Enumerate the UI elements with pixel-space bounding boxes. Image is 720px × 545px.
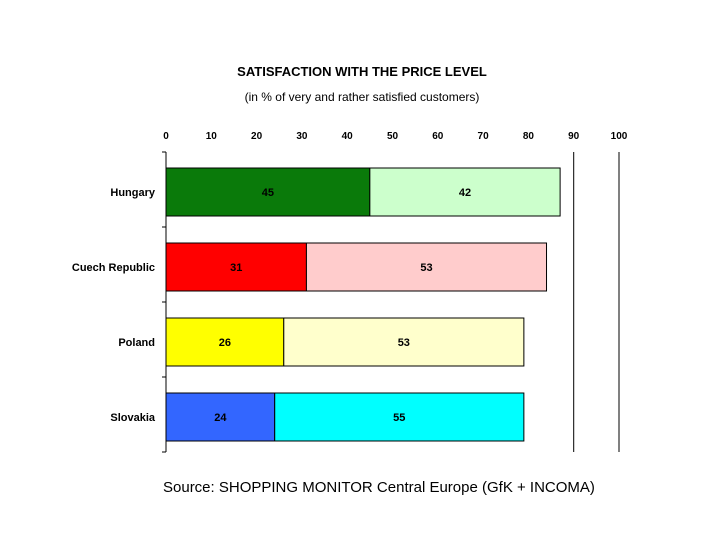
source-note: Source: SHOPPING MONITOR Central Europe … xyxy=(163,479,595,496)
data-label-slovakia-segment-2: 55 xyxy=(393,412,405,424)
bar-cuech-republic-segment-2 xyxy=(305,242,548,292)
category-label-cuech-republic: Cuech Republic xyxy=(72,262,155,274)
category-label-poland: Poland xyxy=(118,337,155,349)
data-label-cuech-republic-segment-1: 31 xyxy=(230,262,242,274)
bar-hungary-segment-2 xyxy=(369,167,561,217)
x-tick-label-30: 30 xyxy=(296,131,308,142)
x-tick-label-60: 60 xyxy=(432,131,444,142)
x-tick-label-50: 50 xyxy=(387,131,399,142)
category-label-slovakia: Slovakia xyxy=(110,412,156,424)
x-tick-label-10: 10 xyxy=(206,131,218,142)
bar-slovakia-segment-1 xyxy=(165,392,276,442)
bar-poland-segment-2 xyxy=(283,317,525,367)
chart-subtitle: (in % of very and rather satisfied custo… xyxy=(245,90,480,104)
axis-layer: 0 10 20 30 40 50 60 70 80 90 100 Hungary Cuech Repub… xyxy=(72,131,628,453)
data-label-hungary-segment-1: 45 xyxy=(262,187,274,199)
x-tick-label-40: 40 xyxy=(342,131,354,142)
grid-layer xyxy=(573,152,620,452)
bars-layer: 45 42 31 53 26 53 24 55 xyxy=(165,167,561,442)
data-label-poland-segment-1: 26 xyxy=(219,337,231,349)
data-label-hungary-segment-2: 42 xyxy=(459,187,471,199)
x-tick-label-20: 20 xyxy=(251,131,263,142)
data-label-cuech-republic-segment-2: 53 xyxy=(420,262,432,274)
bar-slovakia-segment-2 xyxy=(274,392,525,442)
category-label-hungary: Hungary xyxy=(110,187,156,199)
chart-title: SATISFACTION WITH THE PRICE LEVEL xyxy=(237,64,487,79)
x-tick-label-70: 70 xyxy=(478,131,490,142)
x-tick-label-0: 0 xyxy=(163,131,169,142)
data-label-slovakia-segment-1: 24 xyxy=(214,412,227,424)
x-tick-label-80: 80 xyxy=(523,131,535,142)
x-tick-label-90: 90 xyxy=(568,131,580,142)
data-label-poland-segment-2: 53 xyxy=(398,337,410,349)
x-tick-label-100: 100 xyxy=(611,131,628,142)
